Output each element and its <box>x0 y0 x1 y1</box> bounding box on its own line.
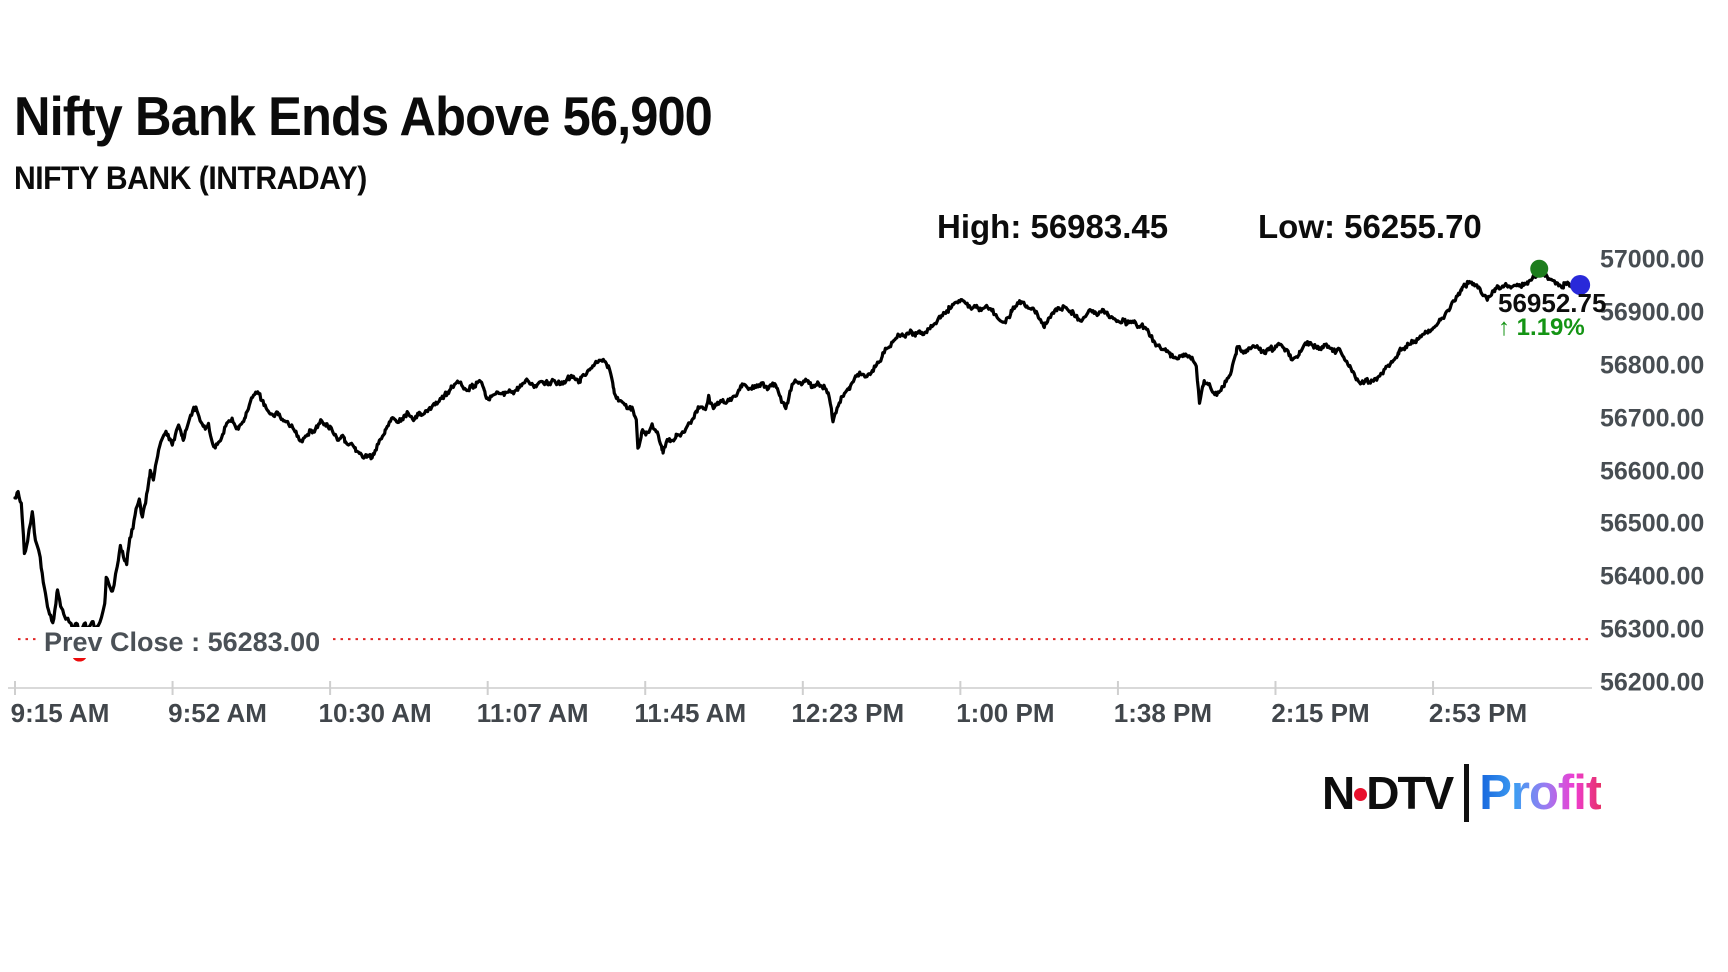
change-percent: 1.19% <box>1516 314 1585 341</box>
y-axis-tick-label: 56200.00 <box>1600 668 1705 697</box>
prev-close-label: Prev Close : 56283.00 <box>36 627 329 658</box>
y-axis-tick-label: 56500.00 <box>1600 509 1705 538</box>
page-title: Nifty Bank Ends Above 56,900 <box>14 85 713 147</box>
x-axis-tick-label: 10:30 AM <box>318 698 432 728</box>
y-axis-tick-label: 56600.00 <box>1600 457 1705 485</box>
y-axis-tick-label: 57000.00 <box>1600 245 1705 274</box>
x-axis-tick-label: 2:15 PM <box>1271 698 1370 728</box>
profit-wordmark: Profit <box>1479 766 1602 820</box>
x-axis-tick-label: 9:15 AM <box>10 698 110 728</box>
ndtv-wordmark: N DTV <box>1322 766 1454 820</box>
ndtv-letter-n: N <box>1322 767 1355 819</box>
logo-separator-bar <box>1464 764 1470 822</box>
ndtv-profit-logo: N DTV Profit <box>1322 764 1602 822</box>
y-axis-tick-label: 56700.00 <box>1600 404 1705 433</box>
low-stat: Low: 56255.70 <box>1258 208 1482 245</box>
x-axis-tick-label: 12:23 PM <box>791 698 905 728</box>
high-stat: High: 56983.45 <box>937 208 1169 245</box>
x-axis-tick-label: 11:07 AM <box>476 698 589 728</box>
x-axis-tick-label: 2:53 PM <box>1428 698 1528 728</box>
y-axis-tick-label: 56300.00 <box>1600 615 1705 644</box>
x-axis-tick-label: 11:45 AM <box>634 698 747 728</box>
x-axis-tick-label: 1:00 PM <box>956 698 1055 728</box>
last-price-change: ↑ 1.19% <box>1498 314 1585 342</box>
x-axis-tick-label: 1:38 PM <box>1113 698 1213 728</box>
chart-subtitle: NIFTY BANK (INTRADAY) <box>14 160 367 196</box>
up-arrow-icon: ↑ <box>1498 314 1510 341</box>
x-axis-tick-label: 9:52 AM <box>168 698 267 728</box>
y-axis-tick-label: 56900.00 <box>1600 298 1705 327</box>
y-axis-tick-label: 56800.00 <box>1600 351 1705 380</box>
ndtv-red-dot-icon <box>1354 787 1368 801</box>
y-axis-tick-label: 56400.00 <box>1600 562 1705 591</box>
last-price-value: 56952.75 <box>1498 288 1607 318</box>
ndtv-letters-dtv: DTV <box>1366 767 1454 819</box>
